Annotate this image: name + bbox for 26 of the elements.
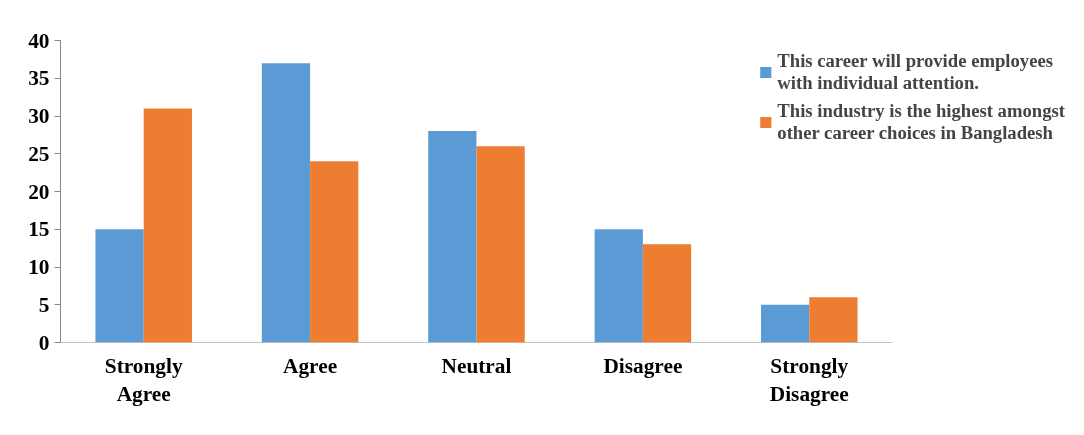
bar <box>310 161 359 343</box>
x-tick-label: Strongly Disagree <box>769 353 849 407</box>
bar <box>428 131 477 343</box>
x-tick-label: Agree <box>283 353 338 378</box>
x-tick-label: Disagree <box>603 353 683 378</box>
y-tick-label: 20 <box>28 179 50 204</box>
y-tick-label: 35 <box>28 66 50 91</box>
x-tick-label: Neutral <box>441 353 512 378</box>
bar <box>761 304 810 343</box>
bar <box>143 108 192 343</box>
bar <box>261 63 311 343</box>
y-tick-label: 0 <box>38 330 50 355</box>
y-tick-label: 10 <box>28 255 50 279</box>
x-tick-label: Strongly Agree <box>104 353 183 407</box>
legend-label: This industry is the highest amongst other career choices in Bangladesh <box>777 100 1065 144</box>
bar <box>809 297 858 343</box>
bar <box>594 229 643 343</box>
y-tick-label: 15 <box>28 217 50 242</box>
bar <box>476 146 525 343</box>
legend-label: This career will provide employees with individual attention. <box>777 50 1053 94</box>
bar <box>95 229 144 343</box>
y-tick-label: 40 <box>28 28 50 53</box>
y-tick-label: 5 <box>38 292 50 317</box>
bar <box>642 244 692 343</box>
y-tick-label: 30 <box>28 104 50 128</box>
y-tick-label: 25 <box>28 141 50 166</box>
